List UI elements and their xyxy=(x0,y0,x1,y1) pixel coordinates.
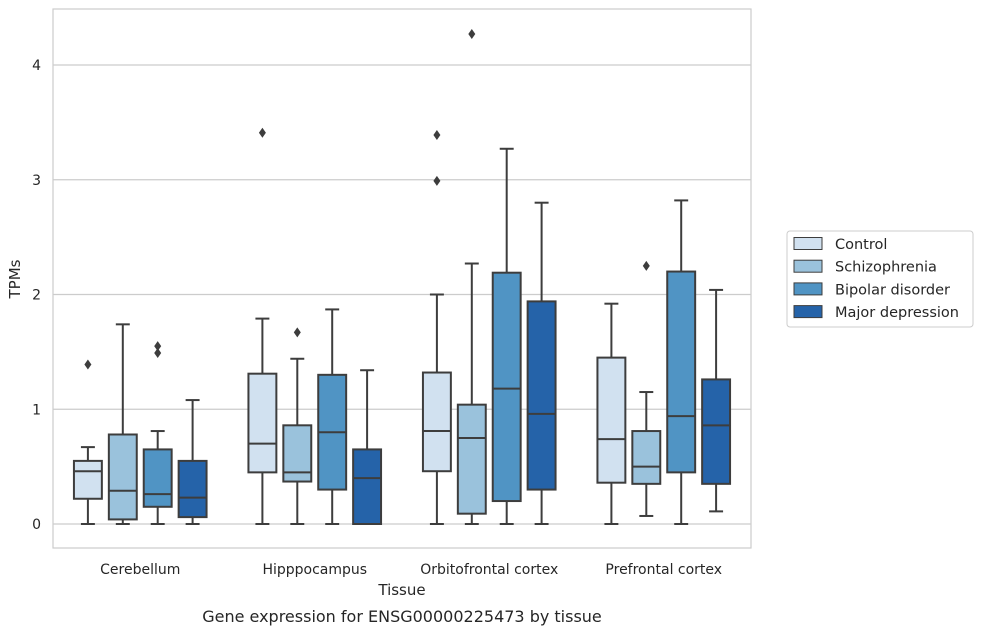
legend-swatch xyxy=(793,282,823,296)
legend: Control Schizophrenia Bipolar disorder Majo… xyxy=(786,230,974,328)
y-tick-label: 3 xyxy=(32,173,41,189)
box-0-2 xyxy=(421,129,452,525)
box-2-3 xyxy=(666,199,697,525)
legend-swatch xyxy=(793,259,823,273)
box-iqr xyxy=(701,378,732,485)
legend-item: Schizophrenia xyxy=(793,259,937,276)
outlier-point xyxy=(642,260,650,271)
legend-label: Control xyxy=(835,237,887,253)
figure-caption: Gene expression for ENSG00000225473 by t… xyxy=(202,607,602,626)
box-iqr xyxy=(107,433,138,521)
box-2-2 xyxy=(491,147,522,525)
box-0-1 xyxy=(247,127,278,525)
outlier-point xyxy=(258,127,266,138)
y-axis-label: TPMs xyxy=(6,259,24,299)
x-axis-label: Tissue xyxy=(377,581,425,599)
y-tick-label: 0 xyxy=(32,517,41,533)
box-iqr xyxy=(352,448,383,526)
y-tick-label: 1 xyxy=(32,402,41,418)
box-iqr xyxy=(526,300,557,491)
outlier-point xyxy=(293,327,301,338)
box-0-3 xyxy=(596,302,627,525)
box-1-0 xyxy=(107,323,138,525)
legend-item: Major depression xyxy=(793,305,959,321)
outlier-point xyxy=(433,175,441,186)
legend-item: Bipolar disorder xyxy=(793,282,950,298)
legend-label: Major depression xyxy=(835,305,959,321)
box-iqr xyxy=(491,271,522,503)
box-3-1 xyxy=(352,369,383,526)
x-tick-label: Orbitofrontal cortex xyxy=(420,562,558,578)
box-1-3 xyxy=(631,260,662,517)
box-0-0 xyxy=(72,359,103,525)
box-3-3 xyxy=(701,288,732,513)
x-tick-label: Cerebellum xyxy=(100,562,180,578)
legend-label: Schizophrenia xyxy=(835,260,937,276)
box-3-2 xyxy=(526,201,557,525)
box-3-0 xyxy=(177,399,208,525)
box-iqr xyxy=(456,403,487,515)
box-iqr xyxy=(142,448,173,508)
plot-frame xyxy=(52,8,752,549)
legend-label: Bipolar disorder xyxy=(835,282,950,298)
box-iqr xyxy=(596,356,627,484)
y-tick-labels: 0 1 2 3 4 xyxy=(32,58,41,533)
box-2-1 xyxy=(317,308,348,525)
outlier-point xyxy=(433,129,441,140)
box-2-0 xyxy=(142,341,173,525)
boxes xyxy=(72,29,732,526)
box-1-1 xyxy=(282,327,313,525)
box-iqr xyxy=(72,459,103,500)
legend-swatch xyxy=(793,305,823,319)
box-iqr xyxy=(666,270,697,474)
outlier-point xyxy=(468,29,476,40)
box-iqr xyxy=(247,372,278,474)
box-1-2 xyxy=(456,29,487,525)
x-tick-label: Hipppocampus xyxy=(262,562,367,578)
x-tick-label: Prefrontal cortex xyxy=(605,562,722,578)
legend-items: Control Schizophrenia Bipolar disorder Majo… xyxy=(793,237,959,321)
x-tick-labels: Cerebellum Hipppocampus Orbitofrontal cort… xyxy=(100,562,722,578)
outlier-point xyxy=(84,359,92,370)
y-tick-label: 4 xyxy=(32,58,41,74)
outlier-point xyxy=(154,341,162,352)
outlier-point xyxy=(154,348,162,359)
box-iqr xyxy=(631,430,662,485)
legend-frame xyxy=(786,230,974,328)
box-iqr xyxy=(421,371,452,473)
y-tick-label: 2 xyxy=(32,288,41,304)
gridlines xyxy=(53,64,751,525)
legend-item: Control xyxy=(793,237,887,253)
box-iqr xyxy=(177,459,208,519)
legend-swatch xyxy=(793,237,823,250)
